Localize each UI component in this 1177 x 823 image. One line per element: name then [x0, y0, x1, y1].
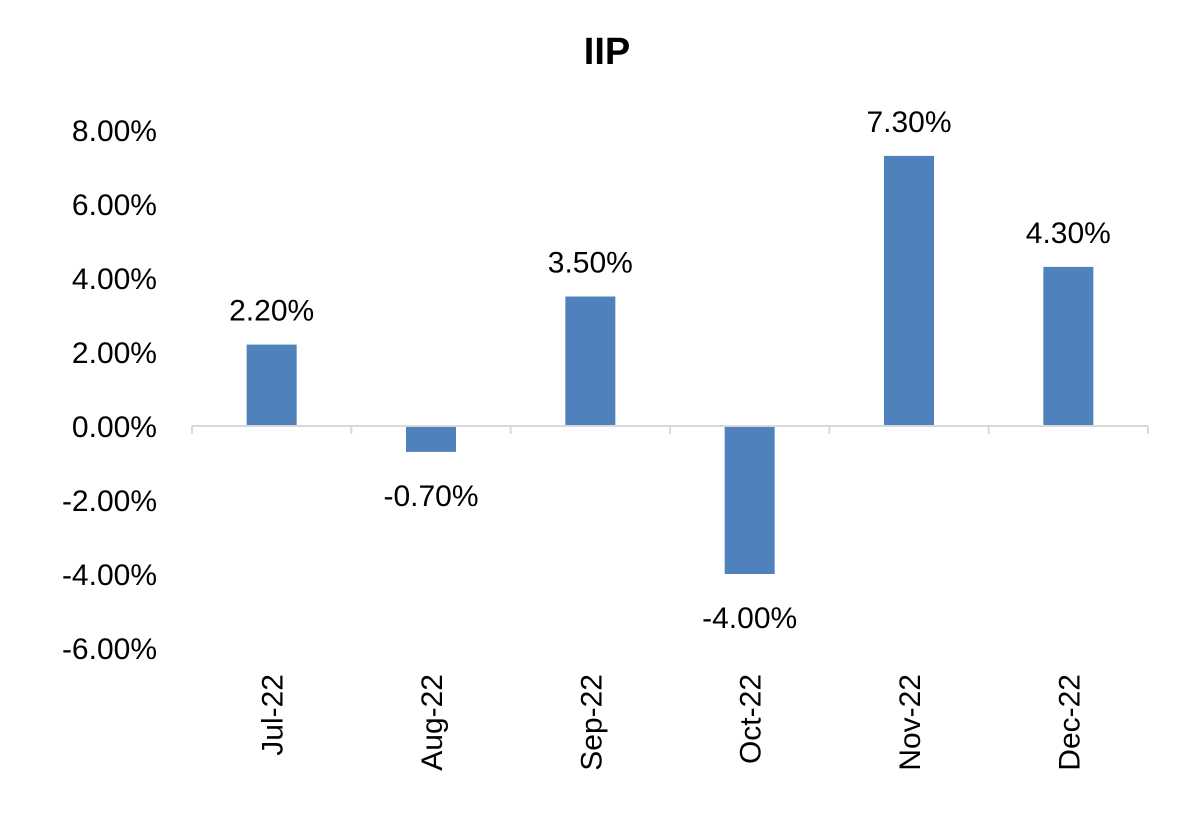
- x-axis-tick-labels: Jul-22 Aug-22 Sep-22 Oct-22 Nov-22 Dec-22: [257, 674, 1087, 771]
- bars-layer: [246, 155, 1094, 574]
- bar-oct-22: [724, 426, 775, 574]
- data-label: -4.00%: [702, 602, 797, 635]
- x-tick-label: Nov-22: [894, 674, 927, 771]
- x-tick-label: Oct-22: [735, 674, 768, 764]
- bar-aug-22: [406, 426, 456, 452]
- y-tick-label: -2.00%: [62, 485, 157, 518]
- bar-jul-22: [246, 344, 297, 426]
- x-tick-label: Sep-22: [575, 674, 608, 771]
- x-tick-label: Dec-22: [1053, 674, 1086, 771]
- data-label: 7.30%: [866, 106, 951, 139]
- y-tick-label: 0.00%: [72, 411, 157, 444]
- data-label: -0.70%: [383, 480, 478, 513]
- x-tick-label: Aug-22: [416, 674, 449, 771]
- axis-layer: [191, 425, 1149, 434]
- y-tick-label: -4.00%: [62, 559, 157, 592]
- data-label: 3.50%: [548, 247, 633, 280]
- y-tick-label: 6.00%: [72, 189, 157, 222]
- data-label: 2.20%: [229, 295, 314, 328]
- bar-nov-22: [884, 155, 934, 426]
- chart-title: IIP: [584, 31, 630, 73]
- data-labels: 2.20% -0.70% 3.50% -4.00% 7.30% 4.30%: [229, 106, 1111, 635]
- x-tick-label: Jul-22: [257, 674, 290, 756]
- y-tick-label: -6.00%: [62, 633, 157, 666]
- y-axis-tick-labels: 8.00% 6.00% 4.00% 2.00% 0.00% -2.00% -4.00% -6.…: [62, 115, 157, 666]
- bar-sep-22: [565, 296, 616, 426]
- y-tick-label: 2.00%: [72, 337, 157, 370]
- data-label: 4.30%: [1026, 217, 1111, 250]
- y-tick-label: 8.00%: [72, 115, 157, 148]
- y-tick-label: 4.00%: [72, 263, 157, 296]
- bar-dec-22: [1043, 266, 1094, 426]
